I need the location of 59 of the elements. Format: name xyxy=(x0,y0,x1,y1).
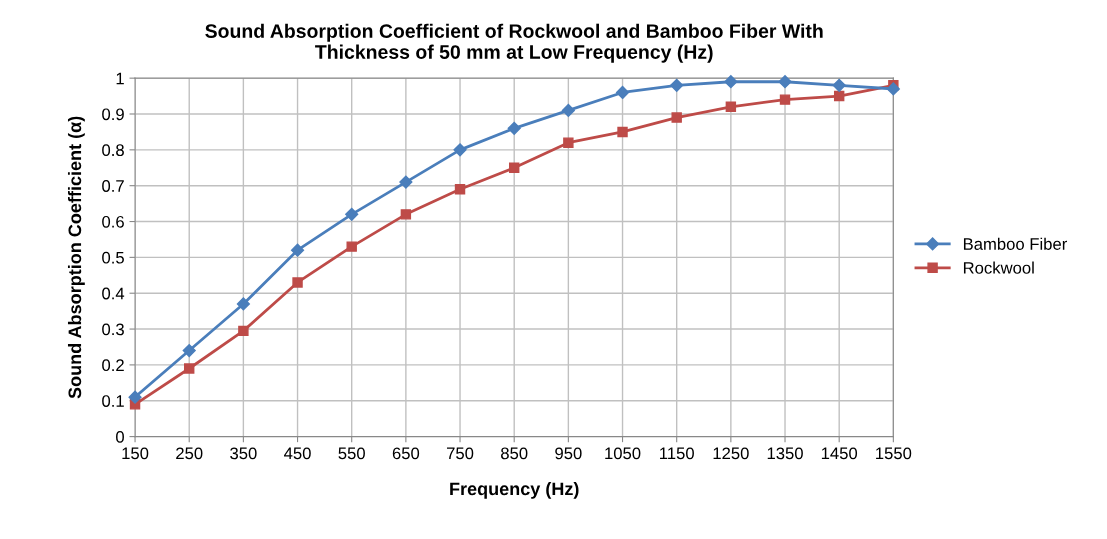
x-tick-label: 550 xyxy=(338,447,365,460)
x-tick-label: 1050 xyxy=(605,447,641,460)
y-tick-label: 0.9 xyxy=(102,108,124,121)
x-tick-label: 650 xyxy=(392,447,420,460)
legend-label: Bamboo Fiber xyxy=(963,237,1067,250)
x-tick-label: 350 xyxy=(230,447,257,460)
x-tick-label: 950 xyxy=(555,447,582,460)
y-axis-title: Sound Absorption Coefficient (α) xyxy=(67,116,85,399)
point xyxy=(184,363,195,374)
point xyxy=(128,390,142,404)
x-tick-label: 450 xyxy=(284,447,311,460)
point xyxy=(182,343,196,358)
point xyxy=(886,82,900,96)
point xyxy=(779,94,791,105)
x-tick-label: 1350 xyxy=(767,447,803,460)
x-tick-label: 1450 xyxy=(821,447,858,460)
x-tick-label: 1250 xyxy=(713,447,749,460)
x-tick-label: 1550 xyxy=(876,447,912,460)
y-tick-label: 0.1 xyxy=(102,395,124,407)
point xyxy=(833,90,845,102)
point xyxy=(561,103,575,118)
x-tick-label: 250 xyxy=(176,447,203,460)
x-tick-label: 850 xyxy=(501,447,528,460)
point xyxy=(563,137,574,148)
point xyxy=(671,112,682,123)
point xyxy=(507,121,521,135)
point xyxy=(725,101,737,113)
x-tick-label: 750 xyxy=(446,447,474,460)
legend-label: Rockwool xyxy=(963,261,1034,274)
point xyxy=(670,78,684,92)
y-tick-label: 0.7 xyxy=(102,180,124,192)
y-tick-label: 0.8 xyxy=(102,144,124,157)
x-tick-label: 150 xyxy=(122,447,149,460)
point xyxy=(615,85,630,100)
point xyxy=(508,162,520,173)
point xyxy=(236,297,250,311)
point xyxy=(399,175,413,189)
point xyxy=(617,126,628,138)
y-tick-label: 0.6 xyxy=(102,215,124,228)
y-tick-label: 0.3 xyxy=(102,323,124,336)
y-tick-label: 0 xyxy=(116,430,124,443)
point xyxy=(292,277,303,288)
point xyxy=(238,325,249,337)
point xyxy=(778,75,792,89)
point xyxy=(290,243,305,257)
point xyxy=(400,209,412,220)
point xyxy=(346,241,357,252)
x-axis-title: Frequency (Hz) xyxy=(450,481,579,499)
point xyxy=(345,207,359,221)
chart-title: Sound Absorption Coefficient of Rockwool and Bamboo Fiber With Thickness of 50 mm at Low Frequency (Hz) xyxy=(205,23,823,63)
y-tick-label: 0.4 xyxy=(102,287,125,300)
y-tick-label: 0.5 xyxy=(102,251,124,264)
point xyxy=(454,184,466,195)
point xyxy=(724,75,738,89)
x-tick-label: 1150 xyxy=(660,447,694,460)
y-tick-label: 1 xyxy=(116,72,124,85)
point xyxy=(453,143,467,157)
point xyxy=(832,78,846,92)
y-tick-label: 0.2 xyxy=(102,359,124,372)
